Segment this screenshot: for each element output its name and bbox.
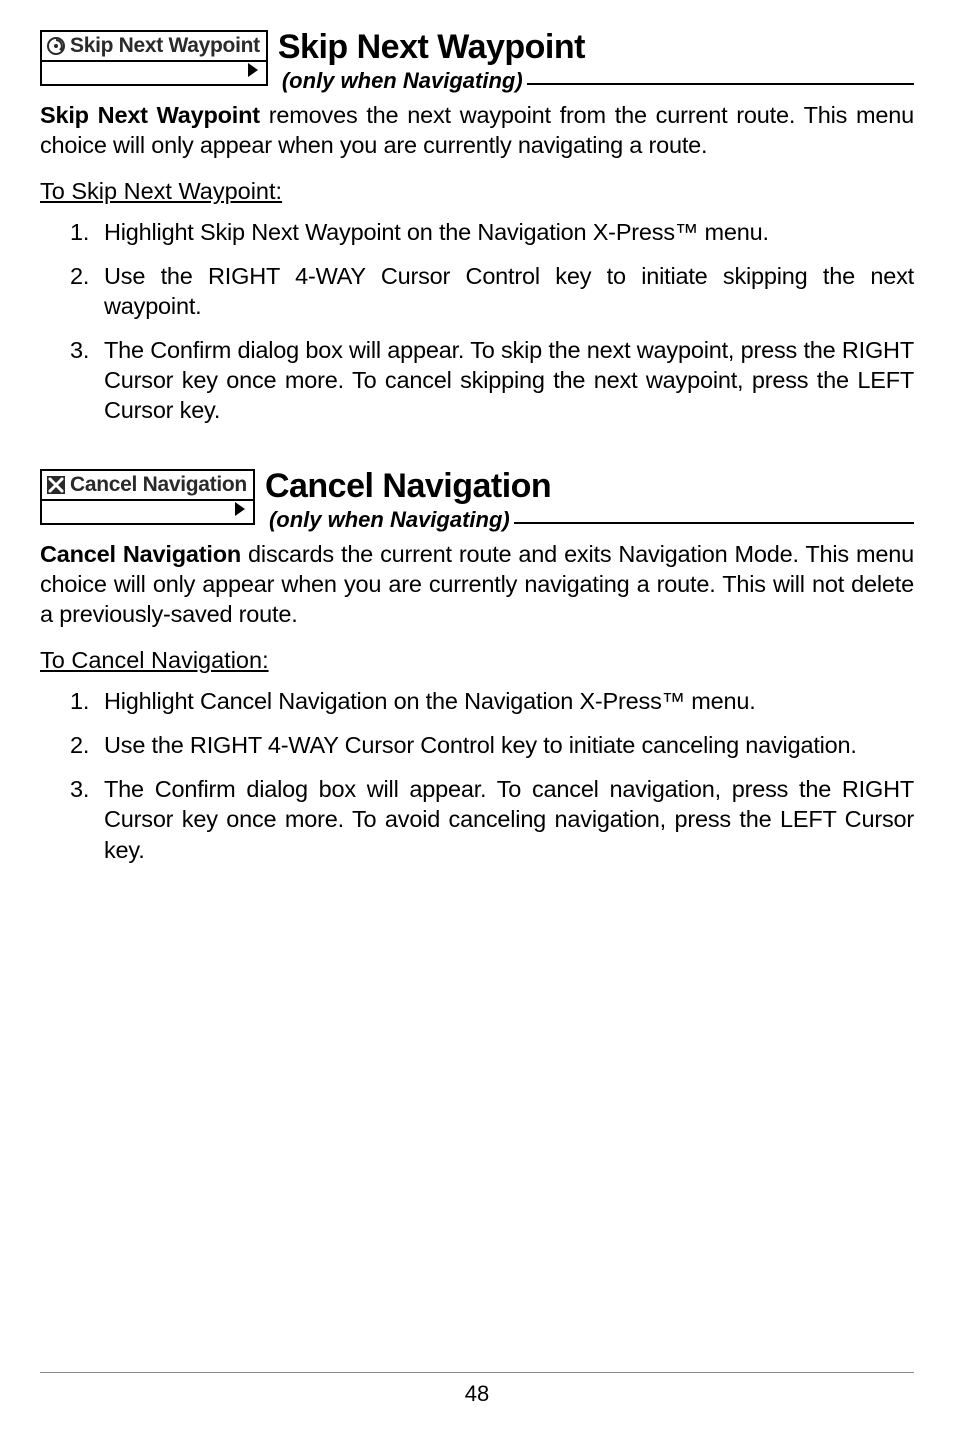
step-text: The Confirm dialog box will appear. To s… [104,337,914,423]
step-item: 2. Use the RIGHT 4-WAY Cursor Control key… [70,730,914,760]
step-number: 2. [70,730,89,760]
subtitle-rule [514,522,914,524]
section-skip-next-waypoint: Skip Next Waypoint Skip Next Waypoint (o… [40,30,914,425]
step-number: 3. [70,774,89,804]
howto-heading: To Skip Next Waypoint: [40,178,914,205]
step-item: 1. Highlight Skip Next Waypoint on the Na… [70,217,914,247]
step-item: 1. Highlight Cancel Navigation on the Nav… [70,686,914,716]
intro-paragraph: Skip Next Waypoint removes the next wayp… [40,100,914,160]
section-subtitle: (only when Navigating) [278,68,523,94]
howto-heading: To Cancel Navigation: [40,647,914,674]
intro-bold: Skip Next Waypoint [40,102,260,128]
menu-item-arrow-row [42,501,253,523]
menu-item-arrow-row [42,62,266,84]
step-number: 2. [70,261,89,291]
cancel-navigation-icon [46,475,66,495]
menu-item-box: Cancel Navigation [40,469,255,525]
step-text: Use the RIGHT 4-WAY Cursor Control key t… [104,263,914,319]
step-item: 3. The Confirm dialog box will appear. To… [70,335,914,425]
menu-item-label-row: Cancel Navigation [42,471,253,501]
intro-bold: Cancel Navigation [40,541,241,567]
step-text: Highlight Cancel Navigation on the Navig… [104,688,756,714]
title-block: Cancel Navigation (only when Navigating) [255,469,914,533]
step-item: 3. The Confirm dialog box will appear. To… [70,774,914,864]
menu-item-label: Skip Next Waypoint [70,34,260,58]
section-cancel-navigation: Cancel Navigation Cancel Navigation (onl… [40,469,914,864]
page-footer: 48 [40,1372,914,1407]
footer-rule [40,1372,914,1373]
subtitle-rule [527,83,914,85]
step-text: The Confirm dialog box will appear. To c… [104,776,914,862]
section-header: Cancel Navigation Cancel Navigation (onl… [40,469,914,533]
steps-list: 1. Highlight Skip Next Waypoint on the Na… [40,217,914,425]
arrow-right-icon [233,504,247,521]
title-block: Skip Next Waypoint (only when Navigating… [268,30,914,94]
section-header: Skip Next Waypoint Skip Next Waypoint (o… [40,30,914,94]
menu-item-label: Cancel Navigation [70,473,247,497]
skip-waypoint-icon [46,36,66,56]
section-subtitle: (only when Navigating) [265,507,510,533]
arrow-right-icon [246,65,260,82]
menu-item-box: Skip Next Waypoint [40,30,268,86]
section-title: Skip Next Waypoint [278,30,914,66]
menu-item-label-row: Skip Next Waypoint [42,32,266,62]
intro-paragraph: Cancel Navigation discards the current r… [40,539,914,629]
section-title: Cancel Navigation [265,469,914,505]
step-item: 2. Use the RIGHT 4-WAY Cursor Control key… [70,261,914,321]
steps-list: 1. Highlight Cancel Navigation on the Nav… [40,686,914,864]
step-number: 1. [70,686,89,716]
step-number: 3. [70,335,89,365]
page-number: 48 [40,1381,914,1407]
step-text: Highlight Skip Next Waypoint on the Navi… [104,219,769,245]
step-text: Use the RIGHT 4-WAY Cursor Control key t… [104,732,857,758]
subtitle-row: (only when Navigating) [278,68,914,94]
subtitle-row: (only when Navigating) [265,507,914,533]
step-number: 1. [70,217,89,247]
